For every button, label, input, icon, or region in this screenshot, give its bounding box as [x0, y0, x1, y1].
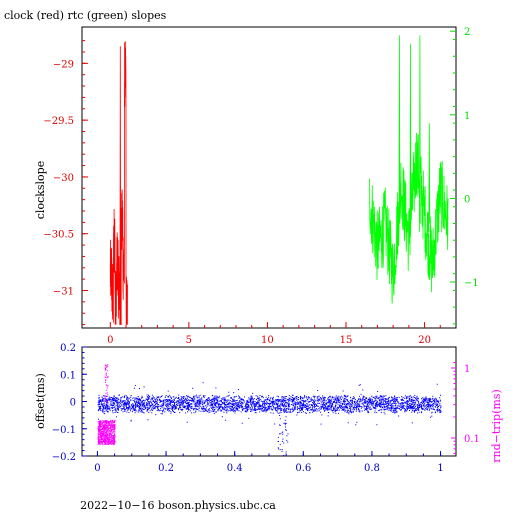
bottom-y2-tick-label: 1 — [464, 364, 470, 375]
bottom-x-tick-label: 1 — [437, 463, 443, 474]
top-panel-frame — [81, 26, 457, 329]
top-y-left-tick-label: −31 — [53, 287, 74, 298]
bottom-y-axis-label: offset(ms) — [34, 373, 47, 429]
bottom-x-tick-label: 0.4 — [227, 463, 243, 474]
rtc-slope-series-green — [369, 35, 449, 304]
top-y-left-tick-label: −30.5 — [43, 230, 74, 241]
top-y-right-tick-label: −1 — [464, 278, 479, 289]
bottom-y-tick-label: 0 — [70, 398, 76, 409]
bottom-y-tick-label: −0.1 — [52, 425, 76, 436]
bottom-x-tick-label: 0.2 — [158, 463, 174, 474]
roundtrip-points-magenta — [97, 364, 116, 446]
top-x-tick-label: 10 — [261, 335, 274, 346]
bottom-y-tick-label: 0.2 — [60, 343, 76, 354]
bottom-y-tick-label: −0.2 — [52, 452, 76, 463]
bottom-x-tick-label: 0.6 — [295, 463, 311, 474]
top-x-tick-label: 5 — [186, 335, 192, 346]
chart-title: clock (red) rtc (green) slopes — [4, 9, 167, 22]
top-x-tick-label: 0 — [107, 335, 113, 346]
top-y-right-tick-label: 2 — [464, 27, 470, 38]
offset-points-blue — [97, 382, 442, 456]
bottom-x-tick-label: 0 — [94, 463, 100, 474]
clock-slope-series-red — [109, 41, 128, 325]
top-y-left-tick-label: −30 — [53, 173, 74, 184]
footer-text: 2022−10−16 boson.physics.ubc.ca — [80, 499, 276, 512]
top-y-left-tick-label: −29.5 — [43, 116, 74, 127]
bottom-panel-marks: 0 0.2 0.4 0.6 0.8 1 0.2 0.1 0 −0.1 −0.2 1 0.1 — [52, 343, 480, 474]
bottom-y2-axis-label: rnd−trip(ms) — [490, 389, 503, 463]
top-x-tick-label: 15 — [340, 335, 353, 346]
top-y-left-tick-label: −29 — [53, 59, 74, 70]
top-x-tick-label: 20 — [418, 335, 431, 346]
bottom-y-tick-label: 0.1 — [60, 370, 76, 381]
top-y-right-tick-label: 0 — [464, 194, 470, 205]
bottom-y2-tick-label: 0.1 — [464, 434, 480, 445]
top-y-right-tick-label: 1 — [464, 111, 470, 122]
bottom-x-tick-label: 0.8 — [364, 463, 380, 474]
top-y-axis-label: clockslope — [34, 161, 47, 219]
